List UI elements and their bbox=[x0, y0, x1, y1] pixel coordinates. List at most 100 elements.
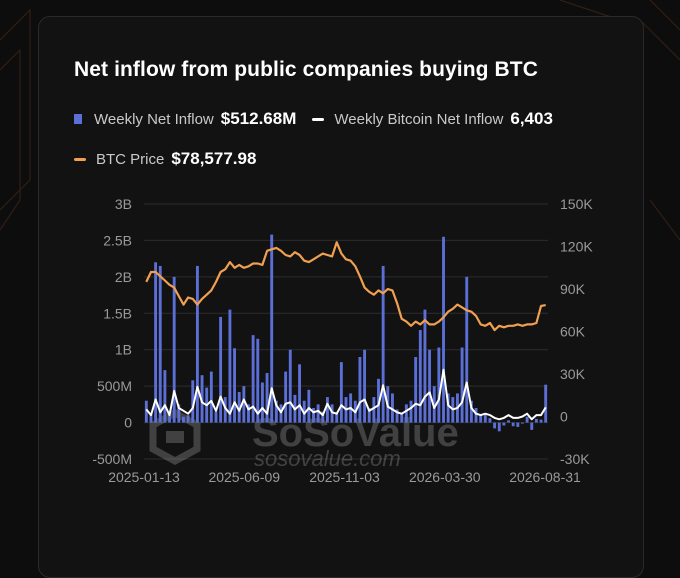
bar bbox=[274, 400, 278, 423]
legend-swatch-btc-price bbox=[74, 157, 86, 161]
bar bbox=[321, 411, 325, 423]
y-left-tick-label: 1.5B bbox=[103, 305, 132, 321]
bar bbox=[256, 338, 260, 423]
legend-swatch-weekly-net-inflow bbox=[74, 114, 82, 124]
bar bbox=[163, 370, 167, 423]
bar bbox=[400, 413, 404, 423]
bar bbox=[270, 234, 274, 423]
bar bbox=[158, 265, 162, 423]
legend-value-btc-price: $78,577.98 bbox=[171, 149, 257, 168]
line-btc-price bbox=[145, 241, 546, 332]
bar bbox=[144, 400, 148, 423]
chart-plot: 3B 2.5B 2B 1.5B 1B 500M 0 -500M 150K 120K 90K 60K 3… bbox=[92, 196, 593, 485]
chart-title: Net inflow from public companies buying … bbox=[74, 58, 538, 81]
bar bbox=[312, 408, 315, 423]
bar bbox=[223, 397, 227, 423]
legend-row-2: BTC Price $78,577.98 bbox=[74, 149, 256, 169]
bar bbox=[428, 349, 432, 423]
bars-weekly-net-inflow bbox=[144, 234, 548, 432]
bar bbox=[149, 413, 153, 423]
bar bbox=[288, 349, 292, 423]
bar bbox=[460, 347, 464, 423]
legend-label-weekly-net-inflow: Weekly Net Inflow bbox=[94, 110, 214, 128]
bar bbox=[377, 378, 380, 423]
legend-swatch-weekly-bitcoin-net-inflow bbox=[312, 117, 325, 121]
bar bbox=[228, 309, 232, 423]
bar bbox=[479, 415, 483, 423]
legend-value-weekly-bitcoin-net-inflow: 6,403 bbox=[510, 109, 553, 128]
y-right-tick-label: 120K bbox=[560, 239, 593, 255]
bar bbox=[423, 309, 427, 423]
y-right-tick-label: -30K bbox=[560, 451, 590, 467]
bar bbox=[446, 393, 450, 423]
bar bbox=[521, 422, 524, 424]
bar bbox=[242, 386, 246, 423]
y-left-tick-label: 1B bbox=[115, 342, 132, 358]
bar bbox=[247, 404, 250, 423]
bar bbox=[298, 364, 302, 423]
bar bbox=[502, 422, 506, 426]
bar bbox=[182, 416, 185, 423]
bar bbox=[367, 408, 371, 423]
bar bbox=[507, 420, 510, 423]
bar bbox=[395, 409, 399, 423]
bar bbox=[251, 335, 255, 423]
bar bbox=[530, 422, 534, 430]
x-tick-label: 2025-06-09 bbox=[208, 469, 280, 485]
bar bbox=[177, 404, 181, 423]
bar bbox=[233, 348, 236, 423]
bar bbox=[525, 416, 529, 423]
y-left-tick-label: 2B bbox=[115, 269, 132, 285]
y-left-tick-label: 3B bbox=[115, 196, 132, 212]
y-right-tick-label: 60K bbox=[560, 324, 586, 340]
bar bbox=[418, 330, 422, 423]
bar bbox=[381, 265, 385, 423]
background-decoration bbox=[0, 0, 680, 241]
legend-value-weekly-net-inflow: $512.68M bbox=[220, 109, 297, 128]
bar bbox=[390, 393, 394, 423]
bar bbox=[307, 389, 311, 423]
y-right-tick-label: 30K bbox=[560, 366, 586, 382]
bar bbox=[154, 262, 158, 423]
legend-label-btc-price: BTC Price bbox=[96, 150, 165, 168]
bar bbox=[265, 373, 269, 423]
chart-card bbox=[38, 16, 644, 578]
bar bbox=[214, 411, 218, 423]
bar bbox=[172, 276, 176, 423]
bar bbox=[372, 397, 376, 423]
x-axis-ticks: 2025-01-13 2025-06-09 2025-11-03 2026-03-30… bbox=[108, 469, 581, 485]
bar bbox=[335, 412, 339, 423]
bar bbox=[442, 236, 445, 423]
bar bbox=[260, 382, 264, 423]
y-left-tick-label: 0 bbox=[124, 415, 132, 431]
bar bbox=[409, 400, 413, 423]
bar bbox=[219, 316, 223, 423]
y-right-tick-label: 90K bbox=[560, 281, 586, 297]
bar bbox=[493, 422, 497, 429]
bar bbox=[339, 362, 343, 423]
bar bbox=[168, 415, 171, 423]
bar bbox=[404, 404, 408, 423]
bar bbox=[474, 408, 478, 423]
line-weekly-bitcoin-net-inflow bbox=[145, 368, 547, 421]
bar bbox=[237, 391, 241, 423]
bar bbox=[544, 384, 548, 423]
bar bbox=[432, 386, 436, 423]
bar bbox=[330, 404, 334, 423]
bar bbox=[284, 371, 288, 423]
bar bbox=[437, 347, 441, 423]
y-left-tick-label: 2.5B bbox=[103, 232, 132, 248]
bar bbox=[363, 349, 367, 423]
x-tick-label: 2025-11-03 bbox=[309, 469, 380, 485]
watermark: SoSoValue sosovalue.com bbox=[149, 409, 459, 471]
bar bbox=[279, 404, 283, 423]
y-axis-left-ticks: 3B 2.5B 2B 1.5B 1B 500M 0 -500M bbox=[92, 196, 132, 467]
x-tick-label: 2026-03-30 bbox=[409, 469, 481, 485]
x-tick-label: 2025-01-13 bbox=[108, 469, 180, 485]
bar bbox=[497, 422, 501, 432]
bar bbox=[511, 422, 515, 427]
bar bbox=[325, 397, 329, 423]
y-axis-right-ticks: 150K 120K 90K 60K 30K 0 -30K bbox=[560, 196, 593, 467]
bar bbox=[465, 276, 469, 423]
bar bbox=[191, 380, 195, 423]
